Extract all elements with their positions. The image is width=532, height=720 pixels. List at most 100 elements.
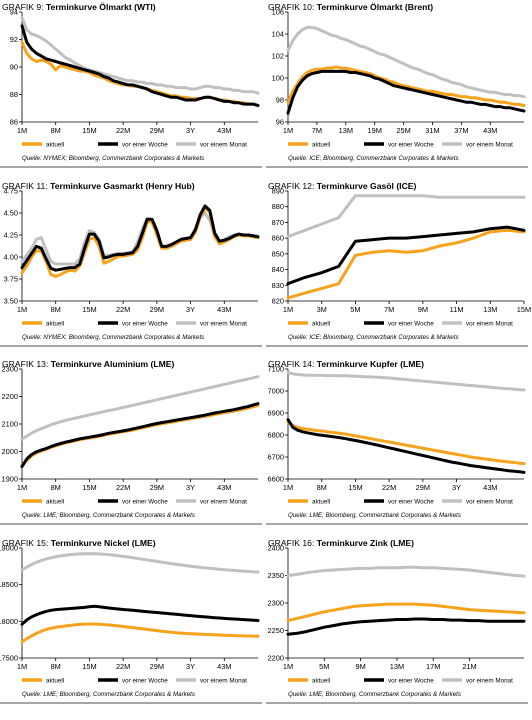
legend-item-vor-einem-monat: vor einem Monat: [442, 678, 513, 685]
legend-label: vor einem Monat: [466, 678, 513, 685]
y-tick-label: 870: [272, 218, 284, 227]
y-tick-label: 2300: [268, 599, 284, 608]
x-tick-label: 3Y: [452, 483, 461, 492]
series-line-aktuell: [20, 622, 260, 644]
y-tick-label: 106: [272, 8, 284, 17]
x-tick-label: 1M: [283, 483, 293, 492]
x-tick-label: 15M: [517, 305, 531, 314]
y-tick-label: 850: [272, 249, 284, 258]
x-tick-label: 8M: [51, 483, 61, 492]
legend-item-vor-einem-monat: vor einem Monat: [176, 678, 247, 685]
series-line-vor-einer-woche: [286, 69, 526, 115]
y-tick-label: 88: [10, 90, 18, 99]
x-tick-label: 8M: [51, 126, 61, 135]
series-line-aktuell: [286, 602, 526, 623]
x-tick-label: 21M: [462, 662, 476, 671]
x-tick-label: 1M: [17, 126, 27, 135]
legend-label: aktuell: [312, 321, 330, 328]
x-tick-label: 8M: [51, 662, 61, 671]
chart-title-text: Terminkurve Aluminium (LME): [50, 359, 175, 369]
legend-label: vor einem Monat: [466, 142, 513, 149]
legend-label: vor einer Woche: [122, 499, 168, 506]
x-tick-label: 1M: [17, 305, 27, 314]
x-tick-label: 7M: [384, 305, 394, 314]
chart-panel-10: GRAFIK 10: Terminkurve Ölmarkt (Brent) 96…: [266, 2, 528, 180]
x-tick-label: 3Y: [186, 662, 195, 671]
series-line-vor-einer-woche: [20, 24, 260, 107]
y-tick-label: 7000: [268, 387, 284, 396]
x-tick-label: 31M: [425, 126, 439, 135]
chart-number: GRAFIK 15:: [2, 538, 51, 548]
chart-svg: 6600 6700 6800 6900 7000 7100 1M 8M 15M 22M 29M 3Y 4…: [268, 365, 526, 506]
legend-item-aktuell: aktuell: [288, 499, 330, 506]
y-tick-label: 2000: [2, 447, 18, 456]
y-tick-label: 6600: [268, 475, 284, 484]
legend-label: aktuell: [312, 499, 330, 506]
legend-item-aktuell: aktuell: [22, 321, 64, 328]
y-tick-label: 96: [276, 118, 284, 127]
legend-item-aktuell: aktuell: [22, 142, 64, 149]
y-tick-label: 94: [10, 8, 18, 17]
legend-label: aktuell: [46, 499, 64, 506]
legend-label: vor einer Woche: [388, 321, 434, 328]
x-tick-label: 25M: [396, 126, 410, 135]
legend-item-vor-einer-woche: vor einer Woche: [98, 321, 168, 328]
legend-label: vor einer Woche: [388, 678, 434, 685]
legend-item-vor-einem-monat: vor einem Monat: [176, 499, 247, 506]
y-tick-label: 102: [272, 52, 284, 61]
y-tick-label: 830: [272, 281, 284, 290]
x-tick-label: 11M: [450, 305, 464, 314]
legend-item-vor-einer-woche: vor einer Woche: [98, 678, 168, 685]
chart-panel-14: GRAFIK 14: Terminkurve Kupfer (LME) 6600 6…: [266, 359, 528, 537]
chart-number: GRAFIK 14:: [268, 359, 317, 369]
divider: [0, 523, 262, 525]
chart-title: GRAFIK 16: Terminkurve Zink (LME): [268, 538, 414, 548]
legend-label: vor einem Monat: [200, 678, 247, 685]
y-tick-label: 100: [272, 74, 284, 83]
legend-item-vor-einer-woche: vor einer Woche: [364, 321, 434, 328]
y-tick-label: 4.75: [4, 187, 18, 196]
x-tick-label: 13M: [339, 126, 353, 135]
x-tick-label: 29M: [150, 662, 164, 671]
series-line-vor-einem-monat: [20, 552, 260, 574]
x-tick-label: 43M: [483, 483, 497, 492]
chart-panel-13: GRAFIK 13: Terminkurve Aluminium (LME) 19…: [0, 359, 262, 537]
legend-item-vor-einem-monat: vor einem Monat: [442, 321, 513, 328]
series-line-vor-einer-woche: [286, 617, 526, 636]
x-tick-label: 3M: [317, 305, 327, 314]
source-note: Quelle: NYMEX; Bloomberg, Commerzbank Co…: [22, 334, 205, 341]
legend-item-aktuell: aktuell: [288, 321, 330, 328]
chart-title-text: Terminkurve Ölmarkt (Brent): [316, 2, 434, 12]
x-tick-label: 1M: [17, 483, 27, 492]
chart-title: GRAFIK 11: Terminkurve Gasmarkt (Henry H…: [2, 181, 195, 191]
y-tick-label: 840: [272, 265, 284, 274]
x-tick-label: 8M: [317, 483, 327, 492]
x-tick-label: 13M: [390, 662, 404, 671]
series-line-vor-einem-monat: [286, 370, 526, 392]
x-tick-label: 29M: [150, 483, 164, 492]
x-tick-label: 19M: [367, 126, 381, 135]
y-tick-label: 3.75: [4, 275, 18, 284]
y-tick-label: 2200: [2, 392, 18, 401]
chart-number: GRAFIK 9:: [2, 2, 46, 12]
chart-title-text: Terminkurve Nickel (LME): [50, 538, 156, 548]
legend-item-vor-einem-monat: vor einem Monat: [176, 321, 247, 328]
y-tick-label: 860: [272, 234, 284, 243]
chart-svg: 2200 2250 2300 2350 2400 1M 5M 9M 13M 17M 21M aktue…: [268, 544, 526, 685]
y-tick-label: 19000: [0, 544, 18, 553]
source-note: Quelle: LME; Bloomberg, Commerzbank Corp…: [22, 691, 195, 698]
chart-title: GRAFIK 13: Terminkurve Aluminium (LME): [2, 359, 174, 369]
legend-item-vor-einer-woche: vor einer Woche: [98, 142, 168, 149]
chart-title: GRAFIK 15: Terminkurve Nickel (LME): [2, 538, 156, 548]
y-tick-label: 2350: [268, 571, 284, 580]
legend-item-vor-einem-monat: vor einem Monat: [442, 499, 513, 506]
x-tick-label: 1M: [283, 662, 293, 671]
source-note: Quelle: ICE; Bloomberg, Commerzbank Corp…: [288, 155, 459, 162]
chart-number: GRAFIK 12:: [268, 181, 317, 191]
chart-panel-15: GRAFIK 15: Terminkurve Nickel (LME)17500…: [0, 538, 262, 716]
x-tick-label: 15M: [82, 662, 96, 671]
x-tick-label: 1M: [283, 126, 293, 135]
legend-item-vor-einer-woche: vor einer Woche: [364, 142, 434, 149]
series-line-vor-einer-woche: [20, 402, 260, 469]
legend-label: aktuell: [46, 321, 64, 328]
